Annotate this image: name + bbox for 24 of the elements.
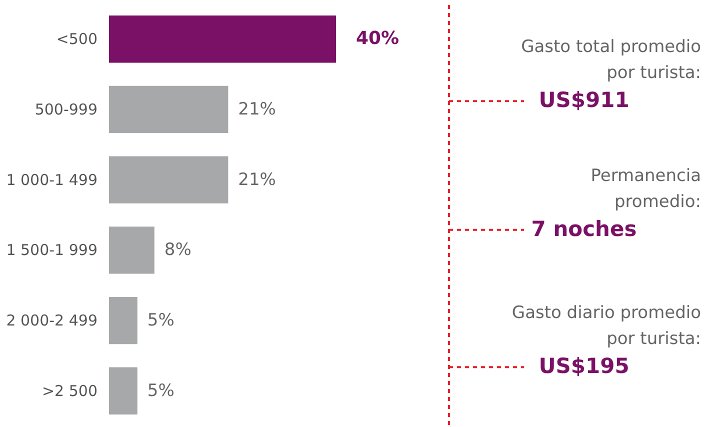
y-tick-label: 1 000-1 499 xyxy=(6,170,98,189)
text: US$911 xyxy=(538,88,630,112)
bar xyxy=(109,156,228,204)
data-label: 40% xyxy=(356,28,400,50)
data-label: 5% xyxy=(147,380,174,401)
bar xyxy=(109,367,138,414)
y-tick-label: >2 500 xyxy=(42,382,98,400)
bar xyxy=(109,296,138,344)
y-tick-label: 2 000-2 499 xyxy=(6,312,98,330)
data-label: 5% xyxy=(147,310,174,331)
text: Gasto total promedio por turista: xyxy=(521,37,701,83)
text: Permanencia promedio: xyxy=(590,166,701,212)
bar xyxy=(109,16,336,63)
bar xyxy=(109,226,154,274)
data-label: 21% xyxy=(238,99,276,120)
text: Gasto diario promedio por turista: xyxy=(512,303,701,349)
y-tick-label: <500 xyxy=(56,30,98,48)
text: US$195 xyxy=(538,354,630,378)
y-tick-label: 1 500-1 999 xyxy=(6,241,98,260)
bar xyxy=(109,86,228,134)
text: 7 noches xyxy=(531,216,637,241)
data-label: 21% xyxy=(238,170,276,190)
y-tick-label: 500-999 xyxy=(34,100,98,118)
data-label: 8% xyxy=(164,240,192,260)
